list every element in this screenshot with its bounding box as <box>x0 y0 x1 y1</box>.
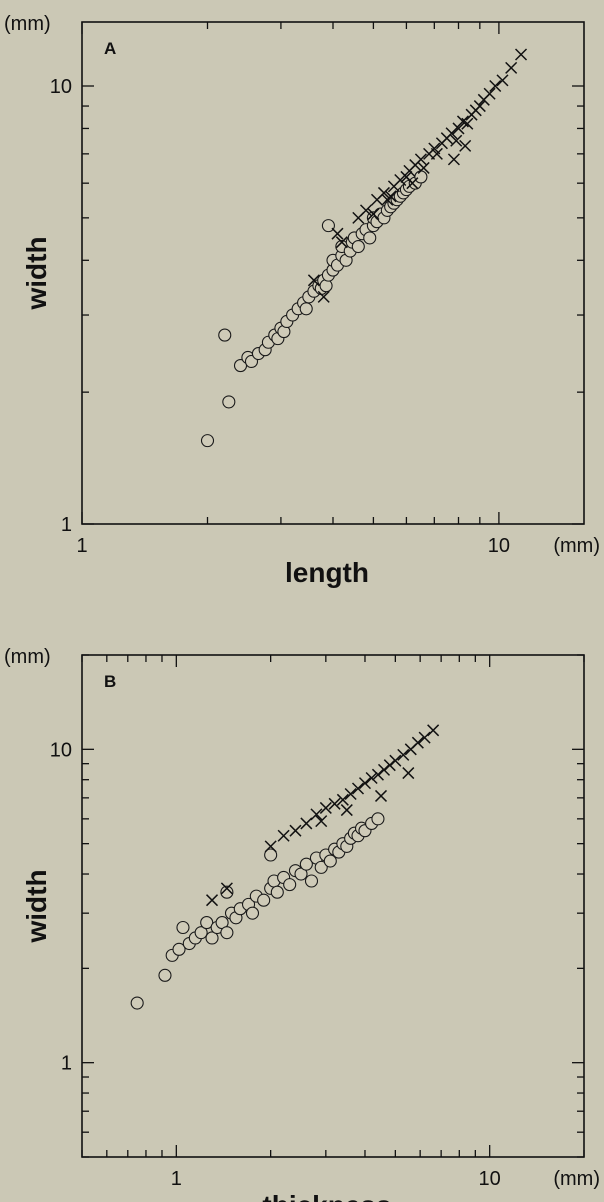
panel-b-data-point-cross <box>277 829 290 842</box>
panel-b-data-point-circle <box>245 906 260 920</box>
panel-b-data-point-circle <box>294 867 308 881</box>
panel-b-y-axis-title: width <box>21 869 52 943</box>
panel-b-data-point-cross <box>340 804 353 817</box>
panel-a-x-tick-label: 1 <box>76 535 87 557</box>
panel-b-data-point-cross <box>351 782 365 795</box>
panel-a-x-unit-label: (mm) <box>553 535 600 557</box>
panel-a-y-tick-label: 10 <box>50 76 72 98</box>
panel-a-y-axis-title: width <box>21 236 52 310</box>
panel-b-data-point-circle <box>314 860 328 874</box>
panel-b-data-point-cross <box>205 894 219 907</box>
panel-a-data-point-cross <box>307 274 320 287</box>
panel-b-data-point-cross <box>377 763 391 776</box>
panel-a-data-point-cross <box>417 161 430 174</box>
panel-a-data-point-cross <box>359 204 373 217</box>
panel-a-data-point-cross <box>445 127 458 140</box>
panel-a-data-point-cross <box>331 227 344 240</box>
panel-b-x-axis-title: thickness <box>262 1190 391 1202</box>
panel-a-data-point-circle <box>321 219 335 233</box>
panel-b-x-tick-label: 10 <box>479 1168 501 1190</box>
panel-a-data-point-cross <box>381 193 394 206</box>
panel-a-data-point-cross <box>461 117 474 130</box>
panel-b-data-point-cross <box>411 736 424 749</box>
panel-a-x-tick-label: 10 <box>488 535 510 557</box>
panel-b-plot-frame <box>81 654 585 1158</box>
panel-b-data-point-cross <box>220 882 233 895</box>
panel-b-data-point-circle <box>220 926 234 940</box>
panel-b-data-point-circle <box>283 878 297 892</box>
panel-a-data-point-cross <box>447 153 460 166</box>
panel-b-data-point-circle <box>130 996 144 1010</box>
panel-b-data-point-cross <box>289 824 302 837</box>
panel-a-data-point-cross <box>489 79 502 93</box>
panel-a-data-point-circle <box>218 328 232 342</box>
panel-b-data-point-circle <box>371 812 385 826</box>
panel-a-data-point-cross <box>505 61 518 74</box>
panel-b-data-point-cross <box>315 815 328 828</box>
panel-a-y-unit-label: (mm) <box>4 13 51 35</box>
panel-b-x-tick-label: 1 <box>171 1168 182 1190</box>
panel-b-data-point-cross <box>371 768 384 781</box>
panel-a-data-point-cross <box>430 147 443 160</box>
panel-b-data-point-cross <box>319 801 332 814</box>
panel-b-data-point-circle <box>323 854 337 868</box>
panel-b-panel-label: B <box>104 672 116 691</box>
panel-b-y-tick-label: 1 <box>61 1053 72 1075</box>
panel-b-data-point-circle <box>176 920 190 935</box>
panel-a-data-point-circle <box>351 239 365 254</box>
panel-b-data-point-circle <box>304 874 319 888</box>
panel-a-data-point-cross <box>406 177 419 190</box>
panel-a-data-point-cross <box>496 74 509 87</box>
panel-b-data-point-cross <box>365 771 378 785</box>
panel-b-data-point-cross <box>427 724 440 737</box>
panel-a-data-point-cross <box>459 139 472 152</box>
panel-b-data-point-circle <box>200 916 214 930</box>
panel-b-data-point-circle <box>257 893 271 907</box>
panel-b-data-point-cross <box>389 754 402 767</box>
panel-b-data-point-cross <box>336 793 349 806</box>
panel-b-data-point-circle <box>194 926 208 940</box>
panel-a-data-point-cross <box>450 134 463 147</box>
panel-b-data-point-cross <box>300 817 313 830</box>
panel-b-data-point-cross <box>264 840 277 853</box>
panel-b-data-point-circle <box>299 857 313 871</box>
panel-a-data-point-circle <box>200 434 215 448</box>
panel-a-data-point-circle <box>299 302 313 316</box>
panel-b-data-point-cross <box>328 797 341 810</box>
panel-a-data-point-cross <box>414 153 427 166</box>
panel-b-data-point-cross <box>418 731 431 744</box>
panel-b-data-point-circle <box>264 848 278 862</box>
panel-a-data-point-cross <box>473 100 486 113</box>
panel-b-data-point-cross <box>344 788 357 801</box>
panel-a-data-point-cross <box>377 186 390 199</box>
panel-b-data-point-circle <box>172 942 186 956</box>
panel-b-y-tick-label: 10 <box>50 739 72 761</box>
panel-b-data-point-cross <box>310 808 323 821</box>
panel-a-y-tick-label: 1 <box>61 514 72 536</box>
panel-a-data-point-circle <box>319 279 333 293</box>
panel-b-y-unit-label: (mm) <box>4 646 51 668</box>
panel-b-data-point-circle <box>220 885 234 899</box>
panel-b-x-unit-label: (mm) <box>553 1168 600 1190</box>
panel-a-data-point-circle <box>222 395 236 409</box>
panel-a-data-point-cross <box>367 208 380 221</box>
panel-a-data-point-circle <box>363 231 377 245</box>
panel-a-data-point-cross <box>335 236 348 249</box>
panel-b-data-point-cross <box>397 748 410 761</box>
panel-a-data-point-cross <box>452 122 465 135</box>
panel-b-data-point-circle <box>158 968 172 982</box>
panel-a-data-point-cross <box>317 290 330 303</box>
panel-b-data-point-cross <box>402 767 415 780</box>
panel-a-data-point-cross <box>514 48 528 61</box>
panel-a-x-axis-title: length <box>285 557 369 588</box>
panel-a-data-point-circle <box>414 170 428 184</box>
panel-a-data-point-cross <box>483 87 496 100</box>
panel-b-data-point-circle <box>270 885 284 899</box>
panel-b-data-point-cross <box>358 777 372 790</box>
panel-a-panel-label: A <box>104 39 116 58</box>
panel-b-data-point-cross <box>374 789 388 802</box>
panel-b-data-point-circle <box>205 931 219 945</box>
